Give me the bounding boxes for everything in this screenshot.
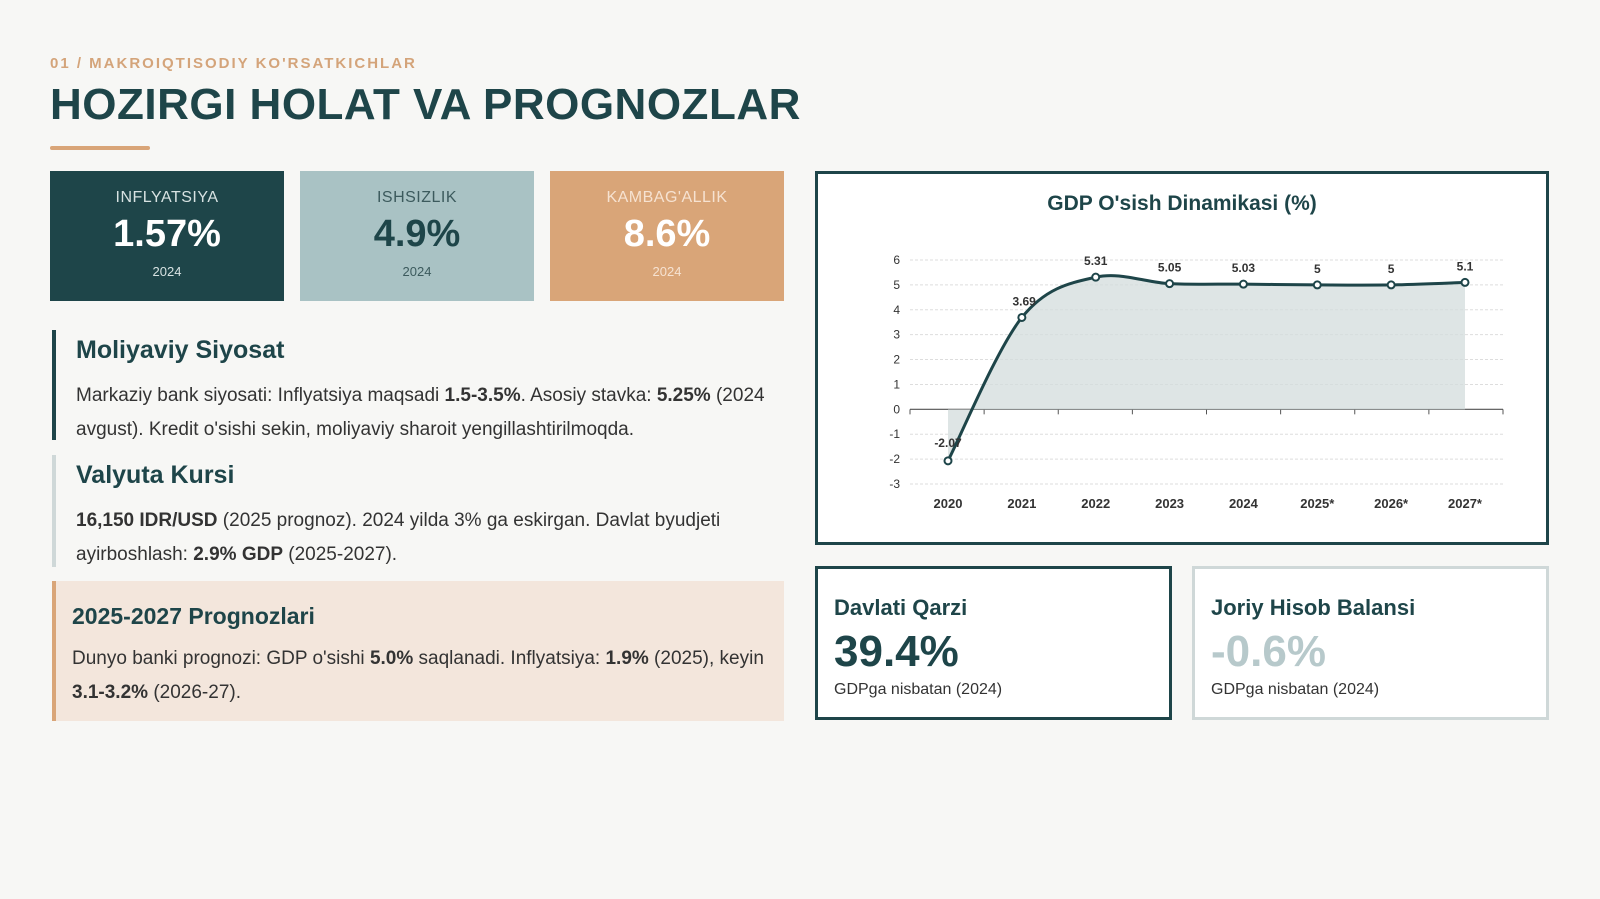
kpi-unemployment: ISHSIZLIK 4.9% 2024 [300, 171, 534, 301]
x-tick-label: 2025* [1300, 496, 1335, 511]
kpi-inflation: INFLYATSIYA 1.57% 2024 [50, 171, 284, 301]
data-point [943, 456, 953, 466]
y-tick-label: 2 [893, 353, 900, 367]
y-tick-label: 0 [893, 402, 900, 416]
x-tick-label: 2027* [1448, 496, 1483, 511]
body-highlight: 2.9% GDP [193, 544, 283, 565]
data-label: 5.05 [1158, 261, 1182, 275]
data-point [1091, 272, 1101, 282]
body-text: (2025-2027). [283, 544, 398, 565]
card-title: Joriy Hisob Balansi [1211, 595, 1416, 620]
kpi-label: ISHSIZLIK [376, 189, 458, 206]
section-body: 16,150 IDR/USD (2025 prognoz). 2024 yild… [76, 504, 784, 572]
body-text: Markaziy bank siyosati: Inflyatsiya maqs… [76, 385, 445, 406]
card-public-debt: Davlati Qarzi 39.4% GDPga nisbatan (2024… [815, 566, 1172, 720]
body-highlight: 1.5-3.5% [444, 385, 521, 406]
x-tick-label: 2023 [1155, 496, 1184, 511]
x-tick-label: 2021 [1007, 496, 1036, 511]
page-title: HOZIRGI HOLAT VA PROGNOZLAR [50, 80, 801, 129]
card-subtitle: GDPga nisbatan (2024) [1211, 681, 1380, 698]
body-highlight: 3.1-3.2% [72, 682, 149, 703]
section-monetary-policy: Moliyaviy Siyosat Markaziy bank siyosati… [52, 330, 784, 440]
gdp-area-fill [948, 275, 1465, 461]
y-tick-label: 4 [893, 303, 900, 317]
x-tick-label: 2020 [934, 496, 963, 511]
data-point [1238, 279, 1248, 289]
data-label: 5 [1388, 262, 1395, 276]
section-eyebrow: 01 / MAKROIQTISODIY KO'RSATKICHLAR [50, 55, 417, 72]
body-text: saqlanadi. Inflyatsiya: [413, 648, 606, 669]
data-point [1386, 280, 1396, 290]
kpi-value: 4.9% [373, 213, 461, 255]
x-tick-label: 2024 [1229, 496, 1259, 511]
data-point [1165, 279, 1175, 289]
body-text: . Asosiy stavka: [520, 385, 657, 406]
kpi-year: 2024 [402, 264, 432, 279]
data-point [1460, 277, 1470, 287]
body-highlight: 5.25% [656, 385, 711, 406]
chart-title: GDP O'sish Dinamikasi (%) [1047, 192, 1317, 215]
title-underline [50, 146, 150, 150]
card-value: 39.4% [834, 627, 959, 676]
data-point [1312, 280, 1322, 290]
kpi-label: KAMBAG'ALLIK [606, 189, 728, 206]
body-text: (2025 prognoz). 2024 yilda 3% ga eskirga… [76, 510, 721, 565]
data-label: 5.03 [1232, 261, 1256, 275]
body-text: (2024 avgust). Kredit o'sishi sekin, mol… [76, 385, 765, 440]
body-highlight: 1.9% [605, 648, 649, 669]
y-tick-label: -1 [889, 427, 900, 441]
y-tick-label: 3 [893, 328, 900, 342]
body-highlight: 5.0% [369, 648, 414, 669]
gdp-growth-chart: -3 -2 -1 0 1 2 3 4 5 6 -2.07 3.69 5.31 5.05 5.03 5 5 5.1 2… [889, 253, 1504, 511]
y-tick-label: -3 [889, 477, 900, 491]
body-text: Dunyo banki prognozi: GDP o'sishi [72, 648, 370, 669]
section-body: Markaziy bank siyosati: Inflyatsiya maqs… [76, 379, 784, 447]
y-tick-label: 6 [893, 253, 900, 267]
card-subtitle: GDPga nisbatan (2024) [834, 681, 1003, 698]
body-text: (2026-27). [148, 682, 241, 703]
kpi-year: 2024 [652, 264, 682, 279]
data-point [1017, 312, 1027, 322]
body-text: (2025), keyin [648, 648, 764, 669]
y-tick-label: 5 [893, 278, 900, 292]
y-tick-label: -2 [889, 452, 900, 466]
section-title: Valyuta Kursi [76, 461, 235, 489]
kpi-label: INFLYATSIYA [115, 189, 219, 206]
kpi-value: 1.57% [113, 213, 221, 255]
data-label: 5 [1314, 262, 1321, 276]
y-tick-label: 1 [893, 377, 900, 391]
section-title: 2025-2027 Prognozlari [72, 603, 315, 629]
data-label: 5.1 [1457, 259, 1474, 273]
data-label: 5.31 [1084, 254, 1108, 268]
section-exchange-rate: Valyuta Kursi 16,150 IDR/USD (2025 progn… [52, 455, 784, 567]
data-label: 3.69 [1012, 294, 1036, 308]
body-highlight: 16,150 IDR/USD [76, 510, 218, 531]
section-body: Dunyo banki prognozi: GDP o'sishi 5.0% s… [72, 642, 784, 710]
card-current-account: Joriy Hisob Balansi -0.6% GDPga nisbatan… [1192, 566, 1549, 720]
card-title: Davlati Qarzi [834, 595, 968, 620]
x-tick-label: 2026* [1374, 496, 1409, 511]
kpi-value: 8.6% [623, 213, 711, 255]
x-tick-label: 2022 [1081, 496, 1110, 511]
kpi-year: 2024 [152, 264, 182, 279]
kpi-poverty: KAMBAG'ALLIK 8.6% 2024 [550, 171, 784, 301]
section-title: Moliyaviy Siyosat [76, 336, 285, 364]
gdp-chart-panel: GDP O'sish Dinamikasi (%) -3 -2 -1 0 1 2 3 4 5 6-… [815, 171, 1549, 545]
section-forecasts: 2025-2027 Prognozlari Dunyo banki progno… [52, 581, 784, 721]
card-value: -0.6% [1211, 627, 1326, 676]
data-label: -2.07 [934, 436, 962, 450]
